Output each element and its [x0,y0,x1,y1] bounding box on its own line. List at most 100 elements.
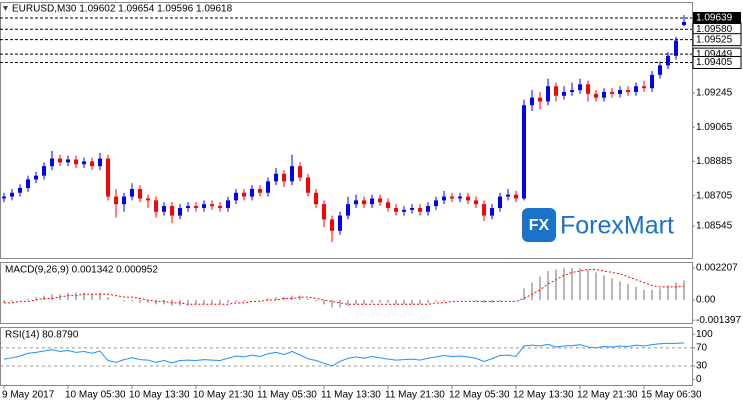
level-label-box [692,55,742,69]
y-tick-label: 30 [696,361,708,372]
macd-title: MACD(9,26,9) 0.001342 0.000952 [5,265,158,276]
candle-body [186,206,190,208]
y-tick-label: -0.001397 [696,315,741,326]
candle-body [546,86,550,102]
candle-body [498,196,502,208]
candle-body [266,181,270,193]
candle-body [42,166,46,176]
rsi-panel [0,327,693,386]
candle-body [658,65,662,75]
level-label: 1.09525 [696,34,733,45]
candle-body [306,177,310,193]
y-tick-label: 1.08545 [696,221,733,232]
candle-body [474,200,478,205]
candle-body [330,219,334,231]
x-tick-label: 11 May 21:30 [385,390,445,401]
x-tick-label: 12 May 21:30 [577,390,638,401]
candle-body [26,179,30,189]
rsi-line [3,342,685,367]
candle-body [514,194,518,199]
candle-body [258,188,262,193]
macd-panel [0,262,693,324]
x-tick-label: 11 May 05:30 [257,390,317,401]
candle-body [626,90,630,92]
candle-body [666,55,670,66]
candle-body [570,90,574,92]
candle-body [354,200,358,205]
x-tick-label: 15 May 06:30 [641,390,702,401]
candle-body [458,196,462,199]
candle-body [594,93,598,98]
candle-body [362,200,366,205]
candle-body [378,198,382,203]
x-tick-label: 11 May 13:30 [321,390,381,401]
candle-body [370,198,374,205]
candle-body [490,207,494,216]
candle-body [98,158,102,167]
candle-body [282,173,286,182]
candle-body [394,207,398,212]
candle-body [450,196,454,199]
candle-body [538,97,542,102]
candle-body [346,204,350,216]
candle-body [586,84,590,94]
y-tick-label: 0 [696,374,702,385]
candle-body [210,204,214,207]
candle-body [82,161,86,165]
y-tick-label: 100 [696,329,713,340]
candle-body [274,173,278,182]
rsi-title: RSI(14) 80.8790 [5,330,79,341]
main-panel [0,2,693,259]
candle-body [106,158,110,197]
symbol-icon [3,6,8,11]
candle-body [250,188,254,197]
candle-body [2,196,6,199]
candle-body [562,91,566,96]
candle-body [114,196,118,205]
candle-body [298,166,302,178]
candle-body [154,200,158,212]
candle-body [554,86,558,96]
candle-body [170,206,174,216]
candle-body [162,206,166,212]
candle-body [18,188,22,193]
candle-body [442,196,446,201]
candle-body [434,200,438,207]
candle-body [618,90,622,94]
candle-body [682,21,686,26]
candle-body [410,207,414,210]
candle-body [194,206,198,208]
candle-body [74,159,78,165]
chart-title: EURUSD,M30 1.09602 1.09654 1.09596 1.096… [12,4,233,15]
candle-body [578,84,582,91]
x-tick-label: 12 May 05:30 [449,390,510,401]
x-tick-label: 12 May 13:30 [513,390,574,401]
candle-body [402,209,406,212]
candle-body [34,175,38,180]
candle-body [138,188,142,199]
candle-body [466,196,470,201]
candle-body [58,158,62,163]
y-tick-label: 1.09245 [696,88,733,99]
y-tick-label: 1.09065 [696,122,733,133]
candle-body [122,196,126,205]
candle-body [178,207,182,216]
level-label: 1.09449 [696,49,733,60]
candle-body [66,159,70,163]
level-label-box [692,33,742,47]
candle-body [290,166,294,182]
current-price-box [693,11,741,24]
candle-body [650,74,654,89]
candle-body [146,198,150,201]
candle-body [602,91,606,98]
candle-body [226,200,230,208]
macd-signal [4,269,685,305]
candle-body [10,192,14,197]
candle-body [610,91,614,94]
candle-body [634,86,638,92]
candle-body [338,215,342,231]
watermark: ForexMart [560,212,674,240]
level-label: 1.09405 [696,57,733,68]
candle-body [130,188,134,197]
